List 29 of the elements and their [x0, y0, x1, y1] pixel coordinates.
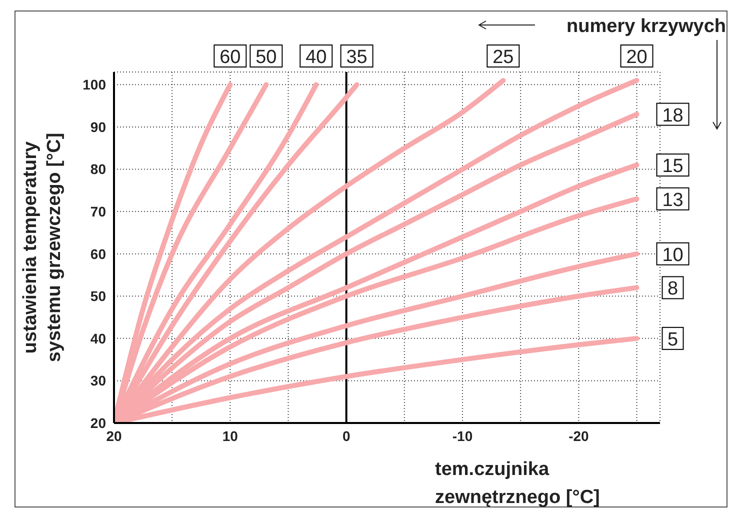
y-tick-label: 60: [90, 246, 106, 262]
text: numery krzywych: [566, 16, 726, 37]
series-label: 40: [306, 47, 327, 68]
y-tick-label: 20: [90, 414, 106, 431]
x-tick-label: 0: [342, 428, 350, 444]
series-label: 60: [220, 47, 241, 68]
series-label: 13: [662, 190, 684, 211]
y-tick-label: 50: [90, 288, 106, 304]
series-label: 50: [256, 47, 277, 68]
x-tick-label: -10: [452, 428, 473, 444]
y-tick-label: 70: [90, 204, 106, 220]
y-tick-label: 80: [90, 161, 106, 178]
series-label: 15: [662, 156, 684, 178]
series-label: 25: [492, 47, 514, 68]
x-tick-label: 10: [222, 428, 238, 444]
y-tick-label: 90: [90, 118, 106, 135]
y-tick-label: 100: [82, 76, 106, 93]
series-label: 20: [626, 47, 648, 68]
x-tick-label: -20: [568, 428, 590, 444]
series-label: 8: [667, 278, 678, 300]
y-tick-label: 40: [90, 330, 106, 346]
y-axis-title: ustawienia temperatury systemu grzewczego [°C]: [20, 132, 65, 362]
x-axis-title: tem.czujnika zewnętrznego [°C]: [435, 459, 600, 508]
series-label: 10: [662, 244, 684, 266]
x-tick-label: 20: [106, 428, 122, 444]
series-label: 18: [662, 105, 684, 126]
series-label: 35: [346, 47, 368, 68]
y-tick-label: 30: [90, 372, 106, 389]
series-label: 5: [667, 329, 678, 350]
